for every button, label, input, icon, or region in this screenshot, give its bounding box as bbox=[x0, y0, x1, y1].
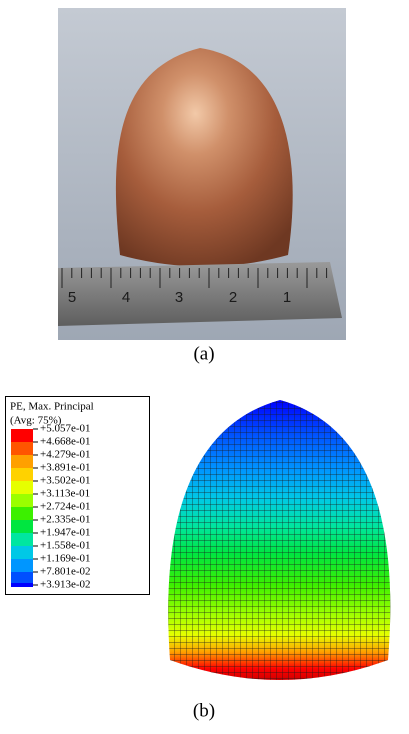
legend-label: +1.947e-01 bbox=[40, 527, 91, 539]
legend-label: +3.913e-02 bbox=[40, 579, 91, 591]
caption-b: (b) bbox=[193, 700, 215, 721]
legend-label: +5.057e-01 bbox=[40, 423, 91, 435]
ruler-label: 1 bbox=[283, 289, 291, 306]
photo bbox=[58, 8, 346, 340]
legend-label: +1.558e-01 bbox=[40, 540, 91, 552]
ruler-label: 5 bbox=[68, 289, 76, 306]
ruler-label: 3 bbox=[175, 289, 183, 306]
legend-label: +7.801e-02 bbox=[40, 566, 91, 578]
legend-title: PE, Max. Principal bbox=[10, 401, 94, 413]
caption-a: (a) bbox=[193, 343, 214, 364]
legend-label: +3.113e-01 bbox=[40, 488, 90, 500]
legend-swatch bbox=[11, 559, 33, 572]
legend-label: +3.502e-01 bbox=[40, 475, 91, 487]
legend-swatch bbox=[11, 533, 33, 546]
legend-swatch bbox=[11, 429, 33, 442]
legend-label: +1.169e-01 bbox=[40, 553, 91, 565]
figure: (a) PE, Max. Principal (Avg: 75%) (b) 54… bbox=[0, 0, 409, 729]
legend-swatch bbox=[11, 520, 33, 533]
legend-swatch bbox=[11, 507, 33, 520]
legend-swatch bbox=[11, 468, 33, 481]
legend-swatch bbox=[11, 546, 33, 559]
ruler-label: 2 bbox=[229, 289, 237, 306]
fea-model bbox=[160, 395, 400, 695]
legend-swatch bbox=[11, 494, 33, 507]
legend-swatch bbox=[11, 583, 33, 587]
legend-label: +3.891e-01 bbox=[40, 462, 91, 474]
legend-label: +2.335e-01 bbox=[40, 514, 91, 526]
legend-label: +4.279e-01 bbox=[40, 449, 91, 461]
legend-swatch bbox=[11, 455, 33, 468]
legend-swatch bbox=[11, 442, 33, 455]
ruler-label: 4 bbox=[122, 289, 130, 306]
legend-label: +2.724e-01 bbox=[40, 501, 91, 513]
legend-label: +4.668e-01 bbox=[40, 436, 91, 448]
legend-swatch bbox=[11, 481, 33, 494]
